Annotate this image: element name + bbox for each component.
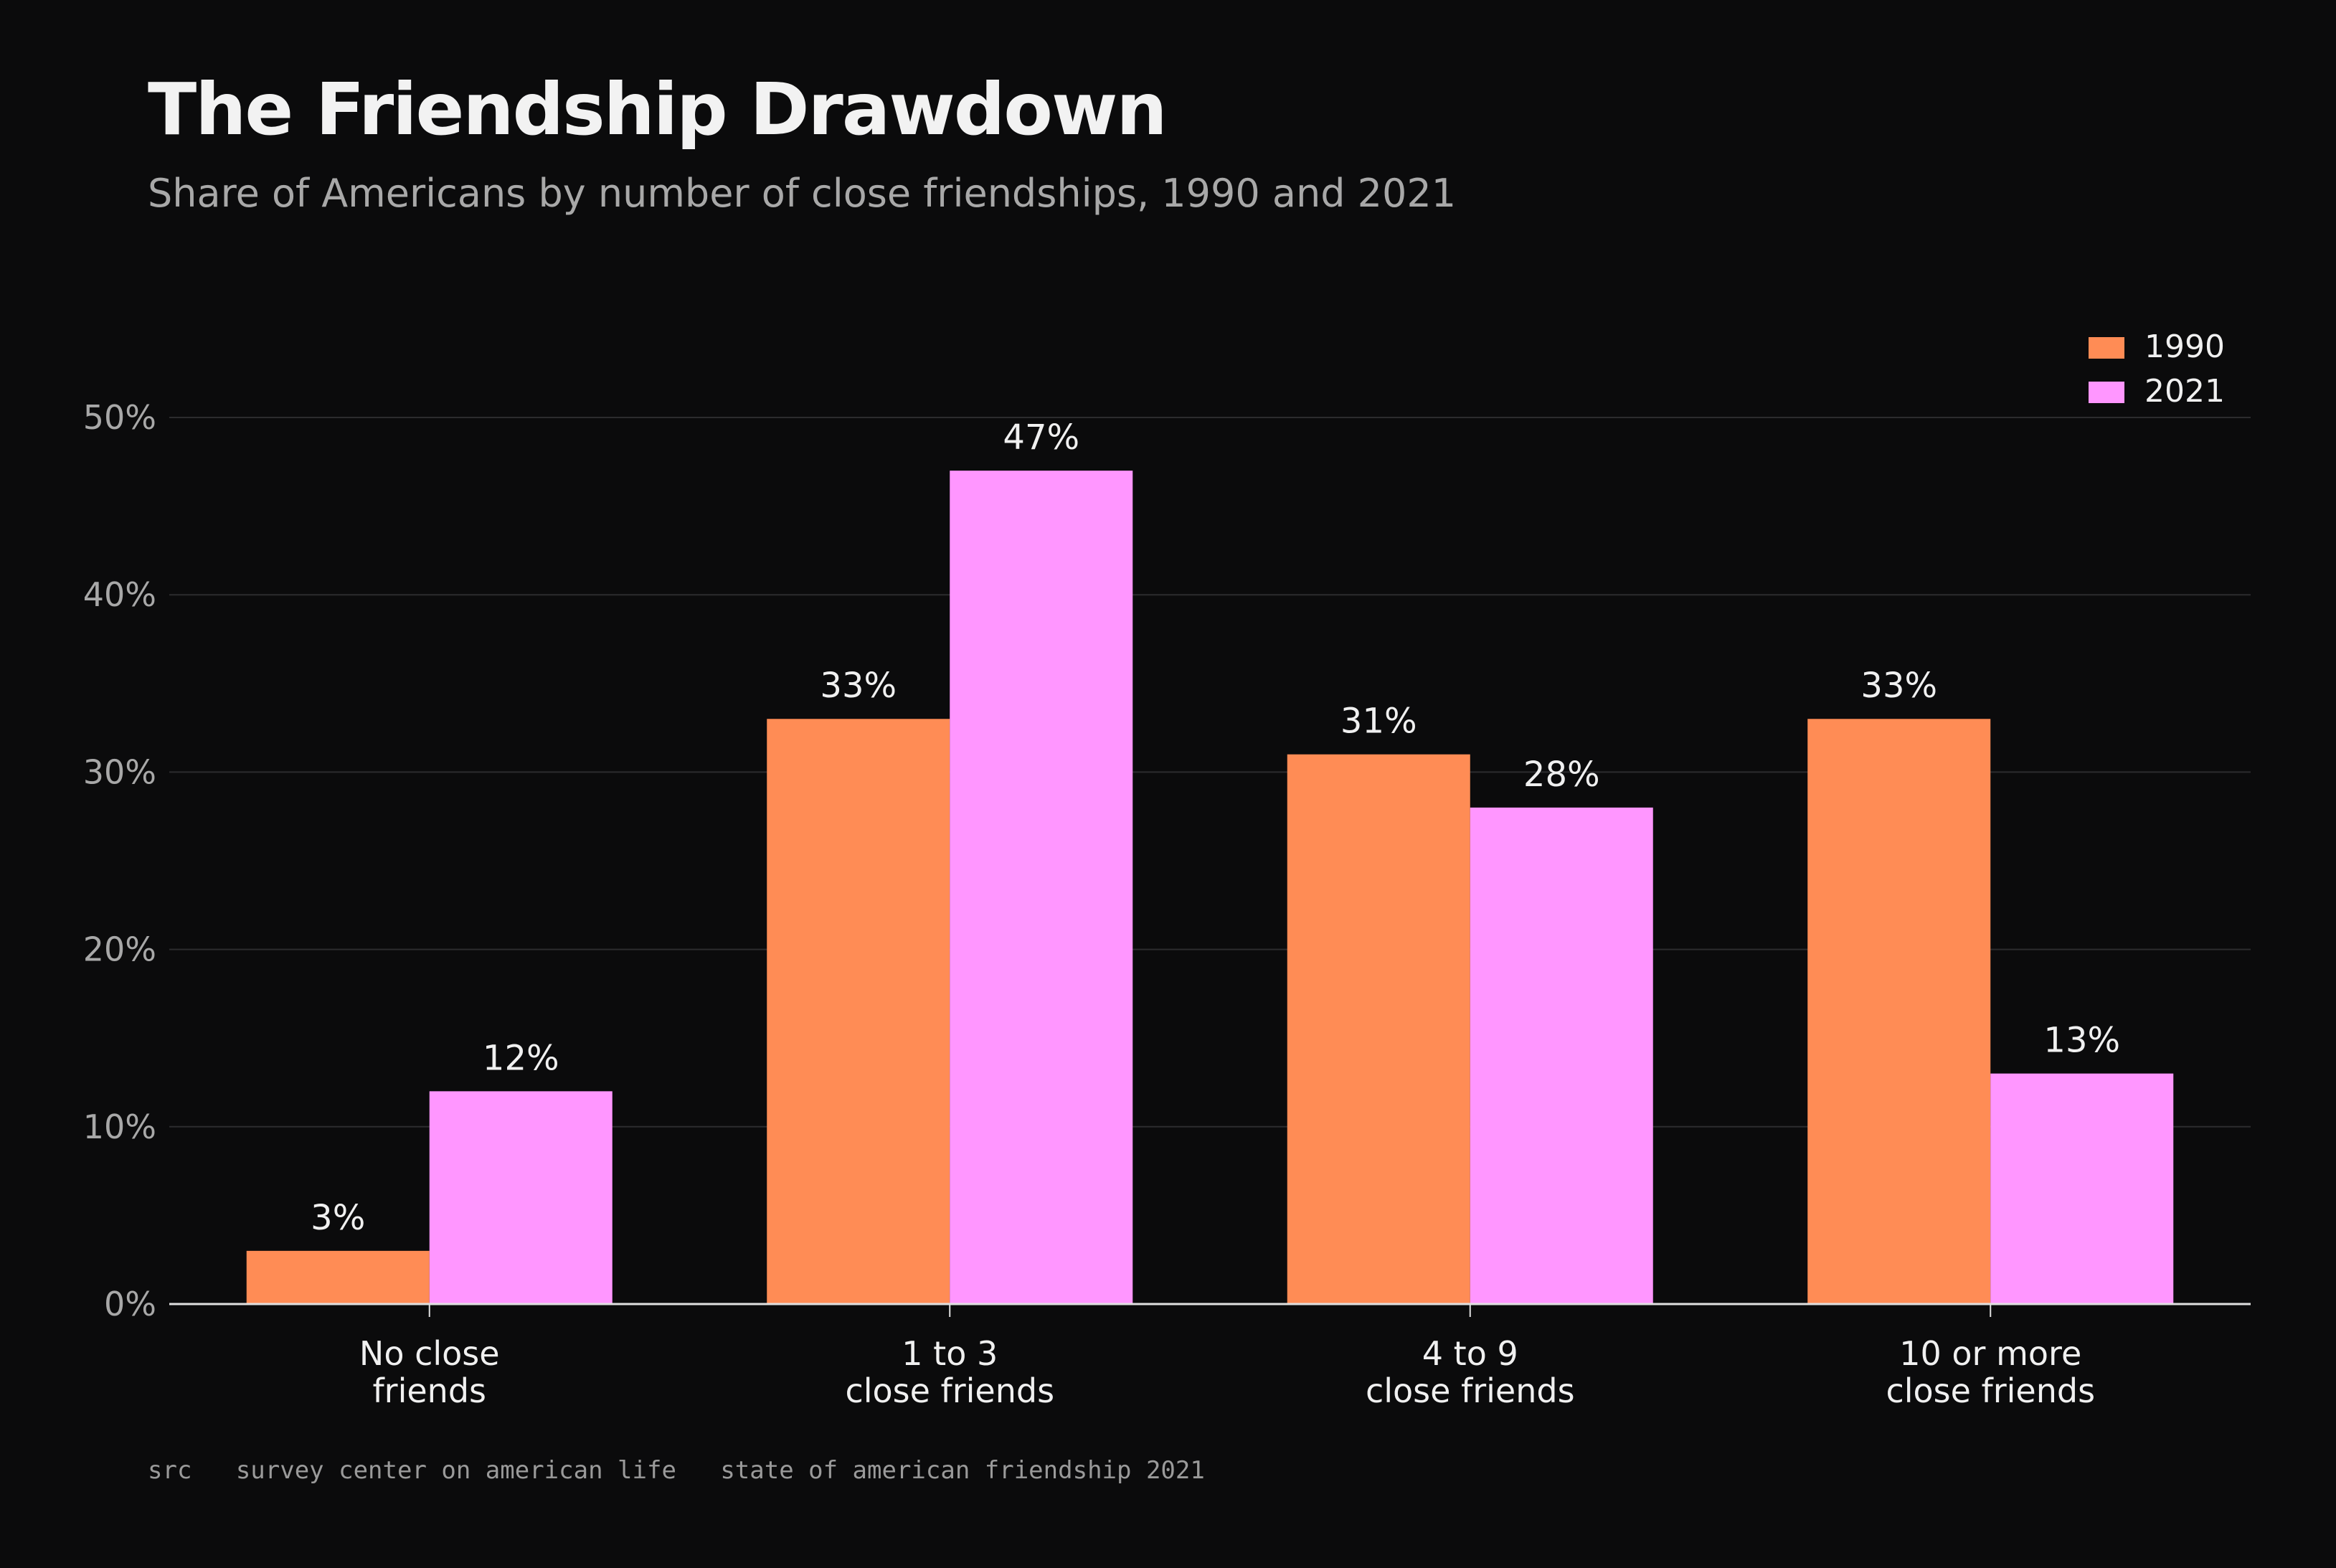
category-label: 10 or more (1899, 1334, 2081, 1373)
value-label: 12% (483, 1038, 559, 1078)
value-label: 47% (1003, 417, 1079, 458)
value-label: 31% (1340, 702, 1417, 742)
bar-2021-2 (1470, 807, 1653, 1304)
category-label: 1 to 3 (902, 1334, 998, 1373)
y-tick-label: 40% (83, 575, 156, 614)
bar-1990-2 (1287, 754, 1470, 1304)
legend-swatch-2021 (2089, 382, 2124, 403)
value-label: 28% (1523, 755, 1600, 795)
legend-swatch-1990 (2089, 337, 2124, 359)
bar-2021-1 (950, 471, 1133, 1305)
category-label: close friends (1366, 1371, 1575, 1410)
y-tick-label: 20% (83, 930, 156, 969)
value-label: 33% (1860, 666, 1937, 706)
bar-1990-3 (1807, 719, 1991, 1304)
source-note: src survey center on american life state… (148, 1456, 1205, 1485)
chart-title: The Friendship Drawdown (148, 67, 1168, 151)
value-label: 13% (2043, 1021, 2120, 1061)
bar-1990-1 (767, 719, 950, 1304)
y-tick-label: 50% (83, 398, 156, 437)
y-tick-label: 10% (83, 1107, 156, 1146)
category-label: 4 to 9 (1422, 1334, 1518, 1373)
legend-label: 1990 (2145, 329, 2225, 365)
category-label: No close (359, 1334, 500, 1373)
y-tick-label: 0% (104, 1285, 156, 1323)
category-label: close friends (1886, 1371, 2095, 1410)
bar-1990-0 (246, 1250, 430, 1304)
category-label: close friends (845, 1371, 1054, 1410)
y-tick-label: 30% (83, 752, 156, 791)
legend-label: 2021 (2145, 373, 2225, 410)
value-label: 3% (311, 1198, 365, 1238)
category-label: friends (372, 1371, 486, 1410)
bar-2021-3 (1990, 1073, 2174, 1304)
bar-2021-0 (429, 1091, 613, 1304)
value-label: 33% (820, 666, 897, 706)
chart-subtitle: Share of Americans by number of close fr… (148, 171, 1457, 216)
